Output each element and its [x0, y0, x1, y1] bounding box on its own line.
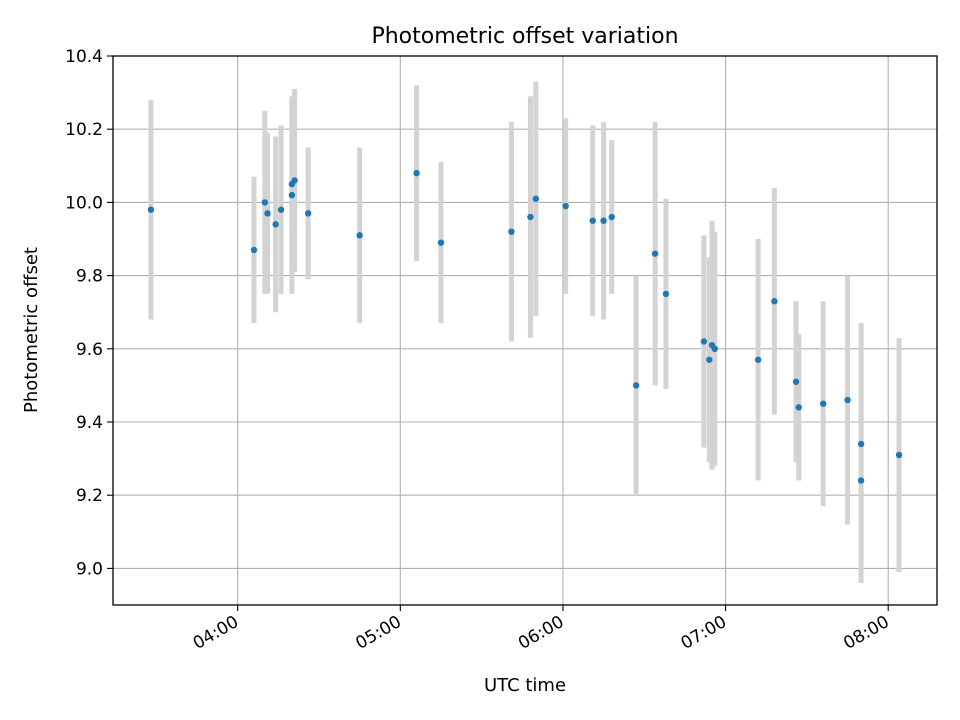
data-point: [857, 477, 865, 484]
data-point: [632, 382, 640, 389]
x-axis-label: UTC time: [484, 675, 566, 696]
data-point: [706, 356, 713, 363]
data-point: [261, 199, 268, 206]
data-point: [662, 290, 670, 298]
chart-title: Photometric offset variation: [371, 24, 678, 49]
data-point: [651, 250, 659, 257]
plot-frame: [112, 55, 938, 606]
data-point: [527, 213, 534, 221]
data-point: [857, 440, 865, 448]
data-point: [277, 206, 285, 213]
y-tick-label: 9.0: [76, 559, 103, 579]
data-point: [508, 228, 515, 235]
data-point: [771, 298, 778, 305]
data-point: [147, 206, 155, 213]
data-point: [792, 378, 800, 385]
data-point: [895, 451, 903, 459]
data-point: [288, 191, 296, 199]
data-point: [356, 232, 363, 239]
data-point: [700, 338, 708, 345]
data-point: [608, 213, 615, 221]
data-point: [589, 217, 596, 224]
y-tick-label: 10.0: [65, 193, 103, 213]
data-point: [844, 396, 851, 404]
data-point: [532, 195, 540, 202]
data-point: [711, 345, 718, 352]
y-tick-label: 10.4: [65, 47, 103, 67]
data-point: [795, 404, 802, 411]
data-point: [437, 239, 445, 246]
data-point: [754, 356, 762, 363]
data-point: [250, 246, 258, 254]
data-point: [600, 217, 607, 224]
data-point: [562, 202, 569, 210]
data-point: [304, 210, 312, 217]
data-point: [272, 221, 279, 228]
data-point: [819, 400, 827, 407]
y-tick-label: 9.4: [76, 413, 103, 433]
y-axis-label: Photometric offset: [21, 247, 42, 413]
data-point: [413, 169, 420, 177]
y-tick-label: 9.8: [76, 267, 103, 287]
data-point: [264, 210, 271, 217]
y-tick-label: 9.2: [76, 486, 103, 506]
data-points: [147, 169, 903, 484]
y-tick-label: 10.2: [65, 120, 103, 140]
y-tick-label: 9.6: [76, 340, 103, 360]
data-point: [291, 177, 298, 184]
